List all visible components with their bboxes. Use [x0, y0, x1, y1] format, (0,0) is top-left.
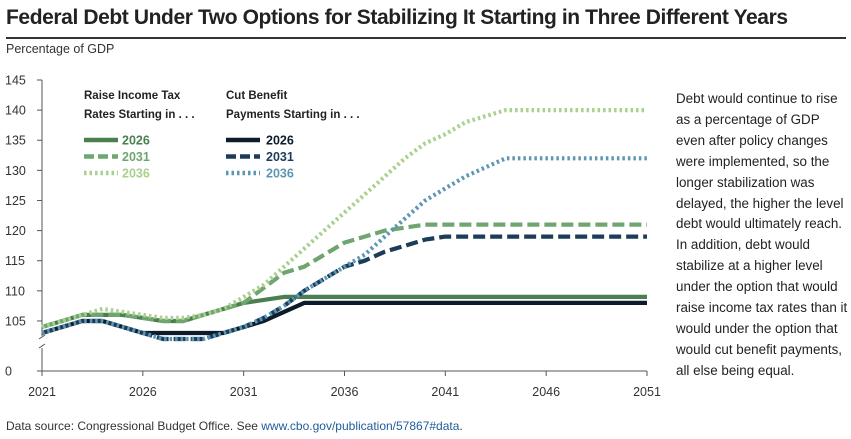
- data-source: Data source: Congressional Budget Office…: [6, 419, 463, 433]
- legend-group-tax-title: Raise Income Tax Rates Starting in . . .: [84, 87, 195, 125]
- y-tick-label: 105: [5, 314, 26, 328]
- x-tick-label: 2036: [331, 385, 359, 399]
- x-tick-label: 2031: [230, 385, 258, 399]
- data-source-link[interactable]: www.cbo.gov/publication/57867#data: [261, 419, 460, 433]
- y-tick-label: 125: [5, 194, 26, 208]
- y-axis-break-mark: [38, 334, 46, 340]
- legend-group-benefit-title: Cut Benefit Payments Starting in . . .: [226, 87, 360, 125]
- legend-label: 2026: [122, 134, 150, 148]
- legend-group-benefit-title-line2: Payments Starting in . . .: [226, 109, 360, 121]
- x-tick-label: 2041: [431, 385, 459, 399]
- legend-group-tax-title-line1: Raise Income Tax: [84, 90, 181, 102]
- line-chart: 0 105 110 115 120 125 130 135 140 145 2021 2026 2031…: [5, 74, 661, 400]
- legend-label: 2036: [266, 167, 294, 181]
- y-tick-label: 135: [5, 134, 26, 148]
- x-tick-label: 2051: [633, 385, 661, 399]
- y-tick-label: 120: [5, 224, 26, 238]
- x-tick-label: 2021: [28, 385, 56, 399]
- x-tick-label: 2026: [129, 385, 157, 399]
- series-line-raise-income-tax-2036: [41, 108, 647, 330]
- series-line-raise-income-tax-2031: [41, 222, 647, 330]
- legend-label: 2031: [266, 150, 294, 164]
- legend-label: 2031: [122, 150, 150, 164]
- y-tick-label: 140: [5, 104, 26, 118]
- y-tick-label: 130: [5, 164, 26, 178]
- x-tick-label: 2046: [532, 385, 560, 399]
- y-tick-label: 110: [5, 284, 25, 298]
- legend-group-tax-title-line2: Rates Starting in . . .: [84, 109, 195, 121]
- annotation-text: Debt would continue to rise as a percent…: [676, 91, 848, 378]
- series-line-cut-benefit-payments-2036: [41, 156, 647, 342]
- legend-group-benefit-title-line1: Cut Benefit: [226, 90, 288, 102]
- title-divider: [6, 37, 846, 39]
- data-source-prefix: Data source: Congressional Budget Office…: [6, 419, 262, 433]
- y-tick-label: 0: [5, 365, 12, 379]
- y-axis-break-mark: [38, 343, 46, 349]
- series-line-cut-benefit-payments-2031: [41, 234, 647, 342]
- chart-title: Federal Debt Under Two Options for Stabi…: [6, 6, 788, 29]
- y-tick-label: 115: [5, 254, 25, 268]
- legend-label: 2036: [122, 167, 150, 181]
- y-axis-unit-label: Percentage of GDP: [6, 42, 115, 56]
- data-source-suffix: .: [459, 419, 463, 433]
- y-tick-label: 145: [5, 74, 26, 88]
- legend-label: 2026: [266, 134, 294, 148]
